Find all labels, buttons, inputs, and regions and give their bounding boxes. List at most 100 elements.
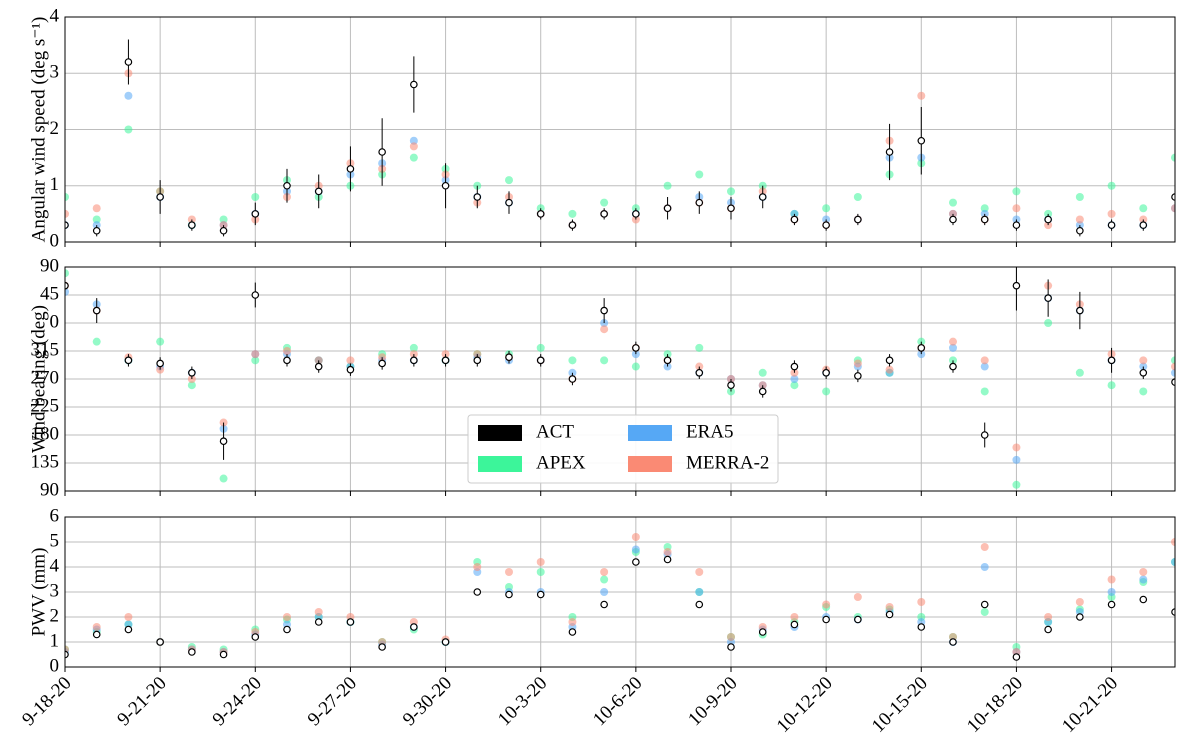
point: [980, 215, 989, 224]
point: [853, 359, 862, 368]
point: [980, 387, 989, 396]
point: [1107, 356, 1116, 365]
point: [980, 543, 989, 551]
point: [283, 181, 291, 190]
point: [124, 58, 133, 66]
point: [854, 372, 862, 380]
point: [188, 221, 196, 229]
point: [1139, 387, 1148, 396]
point: [885, 610, 894, 619]
point: [156, 337, 165, 346]
point: [980, 362, 989, 371]
x-tick-label: 9-21-20: [113, 673, 170, 730]
point: [378, 359, 386, 368]
point: [1171, 153, 1175, 162]
point: [92, 226, 101, 235]
point: [853, 593, 862, 601]
point: [822, 368, 830, 377]
point: [663, 555, 672, 564]
point: [600, 568, 609, 576]
panel: 90 135 180 225 270 315 0 45 90 Wind bearing (deg)…: [28, 255, 1176, 500]
point: [854, 215, 862, 224]
y-tick-label: 180: [31, 423, 60, 444]
point: [1044, 215, 1052, 224]
legend-label: ACT: [536, 421, 574, 442]
point: [219, 650, 228, 659]
y-tick-label: 270: [31, 367, 60, 388]
point: [822, 387, 831, 396]
point: [1171, 558, 1175, 566]
point: [251, 291, 260, 299]
point: [410, 80, 418, 89]
point: [790, 613, 799, 621]
point: [156, 359, 164, 368]
point: [1107, 600, 1116, 609]
point: [695, 343, 704, 352]
point: [790, 375, 799, 383]
point: [65, 287, 69, 296]
point: [505, 568, 513, 576]
point: [1139, 568, 1148, 576]
point: [885, 356, 894, 365]
point: [1139, 204, 1148, 213]
point: [156, 193, 164, 201]
point: [505, 176, 513, 185]
point: [600, 306, 608, 315]
point: [980, 356, 989, 365]
point: [695, 170, 704, 179]
point: [92, 623, 101, 631]
point: [65, 221, 69, 229]
point: [1076, 306, 1084, 315]
y-tick-label: 6: [50, 505, 60, 526]
point: [632, 210, 640, 218]
point: [917, 91, 926, 100]
point: [410, 356, 418, 365]
point: [219, 437, 228, 446]
point: [600, 325, 609, 334]
panel: 0 1 2 3 4 5 6 9-18-20 9-21-20 9-24-20 9-27-20 9-30-…: [18, 505, 1176, 735]
point: [1139, 356, 1148, 365]
point: [505, 590, 513, 599]
point: [1107, 575, 1116, 584]
point: [1012, 455, 1021, 464]
point: [727, 204, 735, 213]
x-tick-label: 9-27-20: [304, 673, 361, 730]
point: [1139, 368, 1148, 377]
point: [1012, 187, 1021, 196]
point: [346, 165, 355, 173]
legend-swatch: [628, 456, 672, 472]
point: [409, 343, 418, 352]
point: [124, 91, 133, 100]
y-tick-label: 0: [50, 230, 60, 251]
point: [1139, 575, 1148, 584]
point: [600, 210, 608, 218]
point: [536, 343, 545, 352]
point: [695, 600, 704, 609]
y-tick-label: 2: [50, 605, 60, 626]
point: [1076, 226, 1084, 235]
point: [1107, 588, 1116, 596]
point: [600, 356, 609, 365]
point: [790, 381, 799, 390]
point: [409, 142, 418, 151]
point: [885, 365, 894, 374]
point: [949, 362, 957, 371]
point: [219, 226, 228, 235]
legend-swatch: [478, 456, 522, 472]
legend-box: [467, 414, 779, 484]
point: [65, 269, 69, 278]
y-tick-label: 5: [50, 530, 60, 551]
point: [631, 533, 640, 541]
point: [1107, 381, 1116, 390]
point: [187, 381, 196, 390]
point: [536, 558, 545, 566]
y-tick-label: 4: [50, 555, 60, 576]
y-tick-label: 1: [50, 630, 60, 651]
marks: [65, 39, 1175, 237]
point: [124, 625, 133, 634]
point: [568, 375, 577, 383]
point: [1171, 362, 1175, 371]
point: [853, 193, 862, 201]
